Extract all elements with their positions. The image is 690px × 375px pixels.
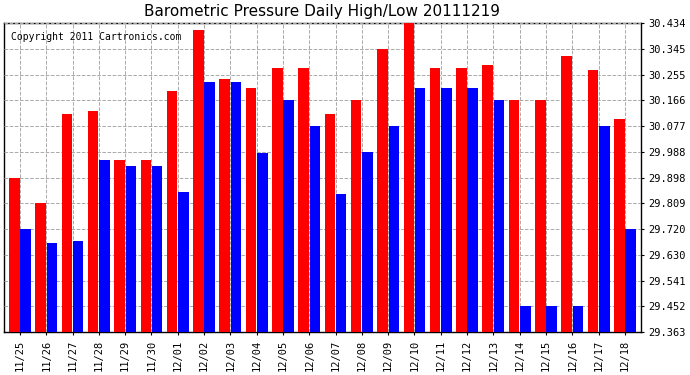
Bar bbox=[230, 82, 241, 332]
Bar bbox=[415, 88, 426, 332]
Bar bbox=[193, 30, 204, 332]
Bar bbox=[47, 243, 57, 332]
Bar bbox=[430, 68, 440, 332]
Bar bbox=[520, 306, 531, 332]
Bar bbox=[88, 111, 99, 332]
Bar bbox=[272, 68, 283, 332]
Bar bbox=[325, 114, 335, 332]
Bar bbox=[284, 100, 294, 332]
Bar bbox=[126, 165, 136, 332]
Bar bbox=[573, 306, 583, 332]
Bar bbox=[246, 88, 256, 332]
Bar bbox=[377, 49, 388, 332]
Title: Barometric Pressure Daily High/Low 20111219: Barometric Pressure Daily High/Low 20111… bbox=[144, 4, 500, 19]
Bar bbox=[336, 194, 346, 332]
Bar bbox=[152, 165, 162, 332]
Bar bbox=[141, 160, 151, 332]
Bar bbox=[61, 114, 72, 332]
Bar bbox=[625, 229, 635, 332]
Bar bbox=[588, 70, 598, 332]
Bar bbox=[115, 160, 125, 332]
Bar bbox=[20, 229, 31, 332]
Bar bbox=[362, 152, 373, 332]
Bar bbox=[535, 100, 546, 332]
Bar bbox=[404, 23, 414, 332]
Bar bbox=[73, 240, 83, 332]
Bar bbox=[546, 306, 557, 332]
Bar bbox=[509, 100, 520, 332]
Bar bbox=[298, 68, 309, 332]
Bar bbox=[35, 203, 46, 332]
Bar bbox=[204, 82, 215, 332]
Bar bbox=[351, 100, 362, 332]
Bar bbox=[167, 91, 177, 332]
Bar bbox=[99, 160, 110, 332]
Bar bbox=[441, 88, 452, 332]
Bar bbox=[219, 79, 230, 332]
Bar bbox=[388, 126, 399, 332]
Bar bbox=[614, 119, 624, 332]
Text: Copyright 2011 Cartronics.com: Copyright 2011 Cartronics.com bbox=[10, 32, 181, 42]
Bar bbox=[482, 64, 493, 332]
Bar bbox=[468, 88, 478, 332]
Bar bbox=[178, 192, 188, 332]
Bar bbox=[9, 178, 19, 332]
Bar bbox=[562, 56, 572, 332]
Bar bbox=[599, 126, 609, 332]
Bar bbox=[456, 68, 466, 332]
Bar bbox=[257, 153, 268, 332]
Bar bbox=[310, 126, 320, 332]
Bar bbox=[494, 100, 504, 332]
